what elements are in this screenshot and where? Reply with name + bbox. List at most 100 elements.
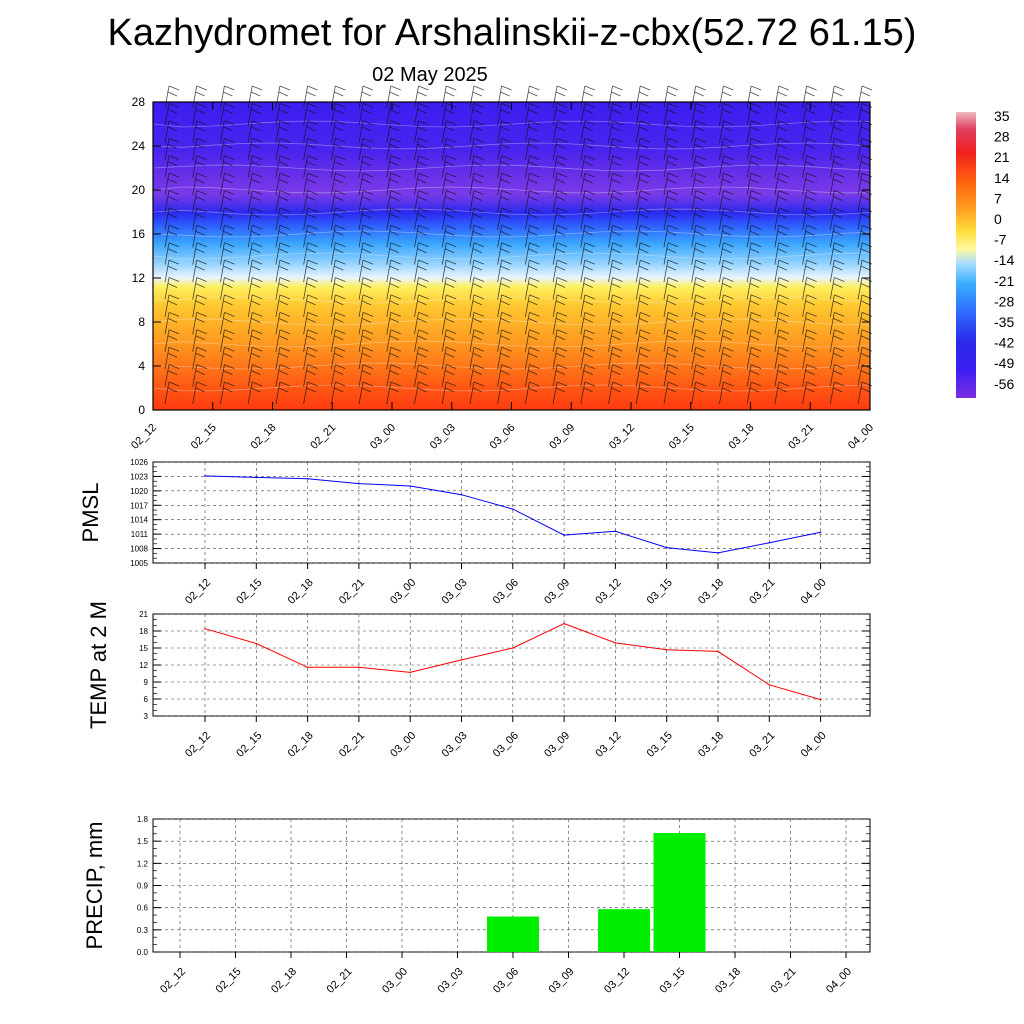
wind-barb [164,242,180,265]
x-tick-label: 03_00 [368,422,398,452]
page-subtitle: 02 May 2025 [372,64,488,86]
colorbar-label: -14 [994,252,1014,268]
wind-barb [358,137,374,161]
wind-barb [164,120,180,143]
data-point [460,659,463,661]
wind-barb [275,137,291,161]
y-tick-label: 1026 [130,458,148,467]
wind-barb [580,346,595,370]
data-point [614,642,617,644]
x-tick-label: 04_00 [824,966,854,996]
wind-barb [663,364,679,387]
wind-barb [691,85,706,109]
wind-barb [746,155,762,178]
wind-barb [358,277,374,300]
wind-barb [774,120,789,143]
wind-barb [663,85,679,109]
wind-barb [441,312,457,335]
y-axis-label: PMSL [78,483,103,543]
wind-barb [663,224,679,248]
data-point [306,478,309,480]
wind-barb [552,103,568,126]
wind-barb [635,364,651,387]
wind-barb [358,120,374,143]
wind-barb [802,137,817,161]
wind-barb [330,312,346,335]
wind-barb [303,85,318,109]
wind-barb [746,137,762,161]
x-tick-label: 03_06 [491,730,521,760]
wind-barb [220,329,235,352]
wind-barb [552,242,568,265]
wind-barb [469,190,485,213]
wind-barb [635,294,651,318]
wind-barb [691,207,706,230]
x-tick-label: 02_15 [189,422,219,452]
wind-barb [719,364,734,387]
wind-barb [552,329,568,352]
x-tick-label: 03_15 [645,730,675,760]
y-tick-label: 20 [132,183,146,197]
contour-line [152,384,871,392]
wind-barb [441,329,457,352]
wind-barb [469,137,485,161]
wind-barb [303,242,318,265]
y-tick-label: 9 [144,678,149,687]
wind-barb [802,364,817,387]
contour-line [152,318,871,326]
colorbar-label: 28 [994,129,1010,145]
wind-barb [691,103,706,126]
wind-barb [608,364,623,387]
wind-barb [829,242,845,265]
x-tick-label: 03_18 [727,422,757,452]
colorbar [956,112,976,398]
wind-barb [330,242,346,265]
x-tick-label: 03_12 [607,422,637,452]
wind-barb [164,364,180,387]
y-tick-label: 0.3 [137,926,149,935]
colorbar-label: -7 [994,232,1007,248]
wind-barb [524,242,540,265]
wind-barb [164,103,180,126]
wind-barb [524,120,540,143]
wind-barb [386,381,401,405]
x-tick-label: 03_00 [388,577,418,607]
wind-barb [497,312,512,335]
x-tick-label: 02_12 [129,422,159,452]
colorbar-label: 35 [994,108,1010,124]
data-point [255,476,258,479]
wind-barb [829,155,845,178]
wind-barb [220,242,235,265]
wind-barb [829,207,845,230]
wind-barb [220,294,235,318]
wind-barb [414,155,429,178]
wind-barb [719,137,734,161]
y-tick-label: 16 [132,227,146,241]
wind-barb [330,172,346,196]
x-tick-label: 03_15 [658,966,688,996]
x-tick-label: 03_03 [440,730,470,760]
wind-barb [192,346,207,370]
wind-barb [691,312,706,335]
wind-barb [719,294,734,318]
wind-barb [303,312,318,335]
wind-barb [608,207,623,230]
wind-barb [469,224,485,248]
wind-barb [247,364,263,387]
wind-barb [635,85,651,109]
wind-barb [802,277,817,300]
y-tick-label: 12 [132,271,146,285]
x-tick-label: 03_15 [667,422,697,452]
contour-line [152,142,871,150]
wind-barb [192,277,207,300]
y-tick-label: 1008 [130,545,148,554]
wind-barb [608,259,623,283]
wind-barb [746,381,762,405]
wind-barb [247,207,263,230]
wind-barb [220,120,235,143]
wind-barb [635,103,651,126]
wind-barb [330,103,346,126]
wind-barb [220,85,235,109]
wind-barb [663,312,679,335]
wind-barb [663,103,679,126]
